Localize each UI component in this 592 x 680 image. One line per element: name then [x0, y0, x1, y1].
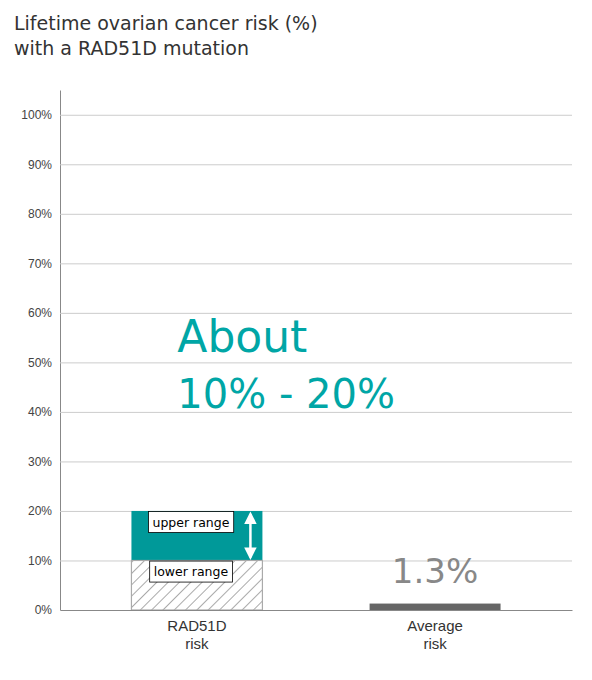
- annotation: About: [177, 311, 307, 362]
- label-box: [148, 512, 233, 533]
- grid-line: [60, 115, 572, 116]
- x-tick: Averagerisk: [407, 617, 463, 652]
- subtitle: with a RAD51D mutation: [14, 37, 249, 59]
- y-axis: 0% 10% 20% 30% 40% 50% 60% 70% 80% 90% 100%: [21, 91, 572, 618]
- bars: [131, 511, 500, 610]
- x-tick-label: Averagerisk: [407, 617, 463, 652]
- annotation: 1.3%: [392, 551, 478, 591]
- grid-line: [60, 461, 572, 462]
- y-tick: 30%: [28, 455, 572, 469]
- annotations: upper range lower range About 10% - 20% 1.3%: [148, 311, 478, 591]
- label-box: [150, 561, 233, 582]
- y-tick: 10%: [28, 554, 572, 568]
- y-tick: 70%: [28, 257, 572, 271]
- annotation-text: lower range: [154, 564, 229, 579]
- grid-line: [60, 263, 572, 264]
- grid-line: [60, 362, 572, 363]
- y-tick-label: 50%: [28, 356, 52, 370]
- x-tick: RAD51Drisk: [167, 617, 226, 652]
- y-tick-label: 80%: [28, 207, 52, 221]
- x-tick-label-line: risk: [423, 635, 447, 652]
- x-tick-label-line: RAD51D: [167, 617, 226, 634]
- annotation: upper range: [148, 512, 233, 533]
- bar: [370, 604, 501, 610]
- annotation-text: About: [177, 311, 307, 362]
- annotation-text: 10% - 20%: [177, 371, 395, 417]
- range-arrow: [249, 514, 252, 558]
- grid-line: [60, 313, 572, 314]
- x-tick-label-line: risk: [185, 635, 209, 652]
- y-tick-label: 30%: [28, 455, 52, 469]
- y-tick-label: 20%: [28, 504, 52, 518]
- lower-range-bar: [131, 560, 262, 610]
- plot: 0%10%20%30%40%50%60%70%80%90%100%RAD51Dr…: [21, 91, 572, 652]
- x-axis-line: [61, 610, 573, 611]
- y-tick-label: 70%: [28, 257, 52, 271]
- x-tick-label-line: Average: [407, 617, 463, 634]
- y-tick-label: 100%: [21, 108, 52, 122]
- x-tick-label: RAD51Drisk: [167, 617, 226, 652]
- annotation-text: upper range: [152, 515, 229, 530]
- title: Lifetime ovarian cancer risk (%): [14, 12, 318, 34]
- y-tick-label: 90%: [28, 158, 52, 172]
- bar: [131, 511, 262, 610]
- x-axis: RAD51DriskAveragerisk: [61, 611, 573, 652]
- y-tick: 0%: [35, 603, 572, 617]
- grid-line: [60, 214, 572, 215]
- chart: Lifetime ovarian cancer risk (%) with a R…: [0, 0, 592, 680]
- y-tick-label: 10%: [28, 554, 52, 568]
- y-tick: 100%: [21, 108, 572, 122]
- y-tick-label: 40%: [28, 405, 52, 419]
- annotation: 10% - 20%: [177, 371, 395, 417]
- grid-line: [60, 610, 572, 611]
- grid-line: [60, 164, 572, 165]
- annotation: lower range: [150, 561, 233, 582]
- y-tick: 20%: [28, 504, 572, 518]
- y-tick-label: 60%: [28, 306, 52, 320]
- annotation-text: 1.3%: [392, 551, 478, 591]
- y-tick: 80%: [28, 207, 572, 221]
- y-tick: 90%: [28, 158, 572, 172]
- y-tick-label: 0%: [35, 603, 53, 617]
- y-axis-line: [60, 91, 61, 611]
